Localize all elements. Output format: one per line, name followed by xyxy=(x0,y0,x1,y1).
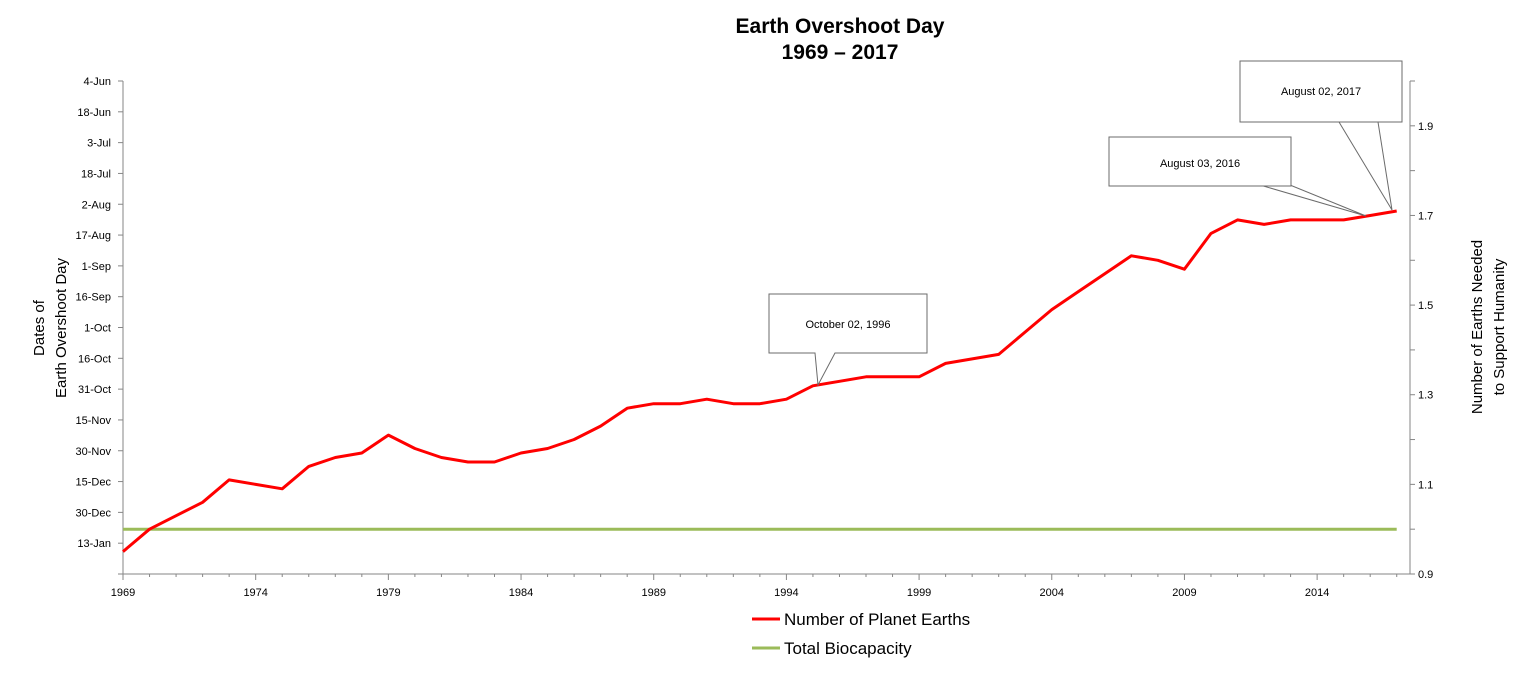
right-axis-title-line2: to Support Humanity xyxy=(1491,258,1508,395)
callout-2017: August 02, 2017 xyxy=(1239,60,1403,211)
right-tick-label: 1.1 xyxy=(1418,479,1433,491)
series-layer xyxy=(122,209,1397,553)
callout-2016: August 03, 2016 xyxy=(1108,136,1367,217)
x-tick-label: 2004 xyxy=(1040,587,1064,599)
x-tick-label: 2009 xyxy=(1172,587,1196,599)
x-tick-label: 1979 xyxy=(376,587,400,599)
chart-subtitle: 1969 – 2017 xyxy=(782,41,899,64)
left-tick-label: 30-Nov xyxy=(76,446,112,458)
legend-item-planet-earths[interactable]: Number of Planet Earths xyxy=(752,610,970,629)
right-tick-label: 1.9 xyxy=(1418,121,1433,133)
right-tick-label: 1.7 xyxy=(1418,210,1433,222)
callout-label: August 03, 2016 xyxy=(1160,158,1240,170)
x-axis-ticks: 1969 1974 1979 1984 1989 1994 1999 2004 2009 2014 xyxy=(111,574,1398,599)
left-tick-label: 1-Sep xyxy=(82,261,111,273)
left-axis-title-line2: Earth Overshoot Day xyxy=(53,257,70,398)
callout-box xyxy=(1108,136,1292,187)
x-tick-label: 1999 xyxy=(907,587,931,599)
callout-label: August 02, 2017 xyxy=(1281,86,1361,98)
left-tick-label: 4-Jun xyxy=(83,76,111,88)
x-tick-label: 1989 xyxy=(641,587,665,599)
left-tick-label: 13-Jan xyxy=(77,538,111,550)
legend-label: Number of Planet Earths xyxy=(784,610,970,629)
x-tick-label: 1994 xyxy=(774,587,798,599)
series-number-of-planet-earths xyxy=(122,209,1397,553)
left-tick-label: 31-Oct xyxy=(78,384,111,396)
left-tick-label: 2-Aug xyxy=(82,199,111,211)
callout-1996: October 02, 1996 xyxy=(768,293,928,387)
left-axis-title-line1: Dates of xyxy=(31,299,48,356)
callout-box xyxy=(768,293,928,387)
left-tick-label: 3-Jul xyxy=(87,138,111,150)
right-tick-label: 1.3 xyxy=(1418,390,1433,402)
left-tick-label: 15-Nov xyxy=(76,415,112,427)
left-tick-label: 16-Oct xyxy=(78,353,111,365)
right-tick-label: 1.5 xyxy=(1418,300,1433,312)
x-tick-label: 1984 xyxy=(509,587,533,599)
chart-title: Earth Overshoot Day xyxy=(736,15,945,38)
left-tick-label: 30-Dec xyxy=(76,507,112,519)
x-tick-label: 2014 xyxy=(1305,587,1329,599)
callout-pointer xyxy=(1259,184,1367,217)
left-tick-label: 15-Dec xyxy=(76,477,112,489)
legend-label: Total Biocapacity xyxy=(784,639,912,658)
left-tick-label: 18-Jun xyxy=(77,107,111,119)
callout-pointer xyxy=(1338,121,1393,211)
legend: Number of Planet Earths Total Biocapacit… xyxy=(752,610,970,658)
left-tick-label: 18-Jul xyxy=(81,168,111,180)
right-axis-title-line1: Number of Earths Needed xyxy=(1469,240,1486,414)
left-axis-ticks: 4-Jun 18-Jun 3-Jul 18-Jul 2-Aug 17-Aug 1-Sep 16… xyxy=(76,76,123,575)
right-axis-ticks: 1.9 1.7 1.5 1.3 1.1 0.9 xyxy=(1410,80,1433,581)
left-tick-label: 1-Oct xyxy=(84,323,111,335)
x-tick-label: 1974 xyxy=(243,587,267,599)
callout-box xyxy=(1239,60,1403,123)
callout-label: October 02, 1996 xyxy=(805,319,890,331)
left-tick-label: 17-Aug xyxy=(76,230,111,242)
legend-item-biocapacity[interactable]: Total Biocapacity xyxy=(752,639,912,658)
left-tick-label: 16-Sep xyxy=(76,292,111,304)
right-tick-label: 0.9 xyxy=(1418,569,1433,581)
x-tick-label: 1969 xyxy=(111,587,135,599)
